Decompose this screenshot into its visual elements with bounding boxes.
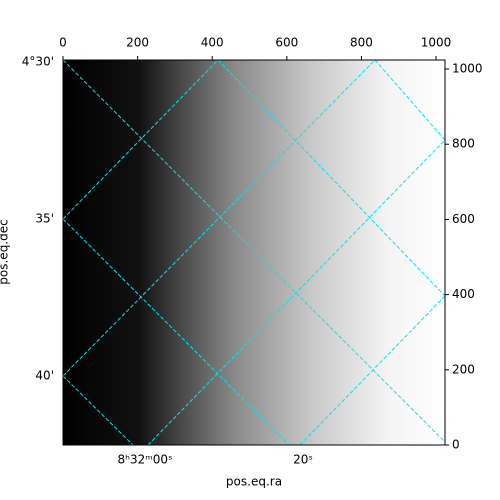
x-tick-label: 0: [59, 36, 67, 50]
dec-tick-label: 4°30': [22, 55, 54, 69]
frame: [62, 59, 446, 446]
y-tick-label: 400: [452, 287, 475, 301]
y-axis-label: pos.eq.dec: [0, 219, 11, 284]
y-tick-label: 0: [452, 438, 460, 452]
x-tick-label: 1000: [421, 36, 452, 50]
x-tick-label: 800: [350, 36, 373, 50]
x-axis-label: pos.eq.ra: [226, 475, 282, 489]
y-tick-label: 200: [452, 362, 475, 376]
ra-tick-label: 8ʰ32ᵐ00ˢ: [118, 453, 173, 467]
ra-tick-label: 20ˢ: [293, 453, 313, 467]
y-tick-label: 600: [452, 212, 475, 226]
x-tick-label: 400: [201, 36, 224, 50]
dec-tick-label: 40': [35, 369, 54, 383]
y-tick-label: 800: [452, 137, 475, 151]
x-tick-label: 200: [126, 36, 149, 50]
coordinate-grid: [63, 60, 445, 445]
x-tick-label: 600: [275, 36, 298, 50]
dec-tick-label: 35': [35, 212, 54, 226]
y-tick-label: 1000: [452, 62, 483, 76]
